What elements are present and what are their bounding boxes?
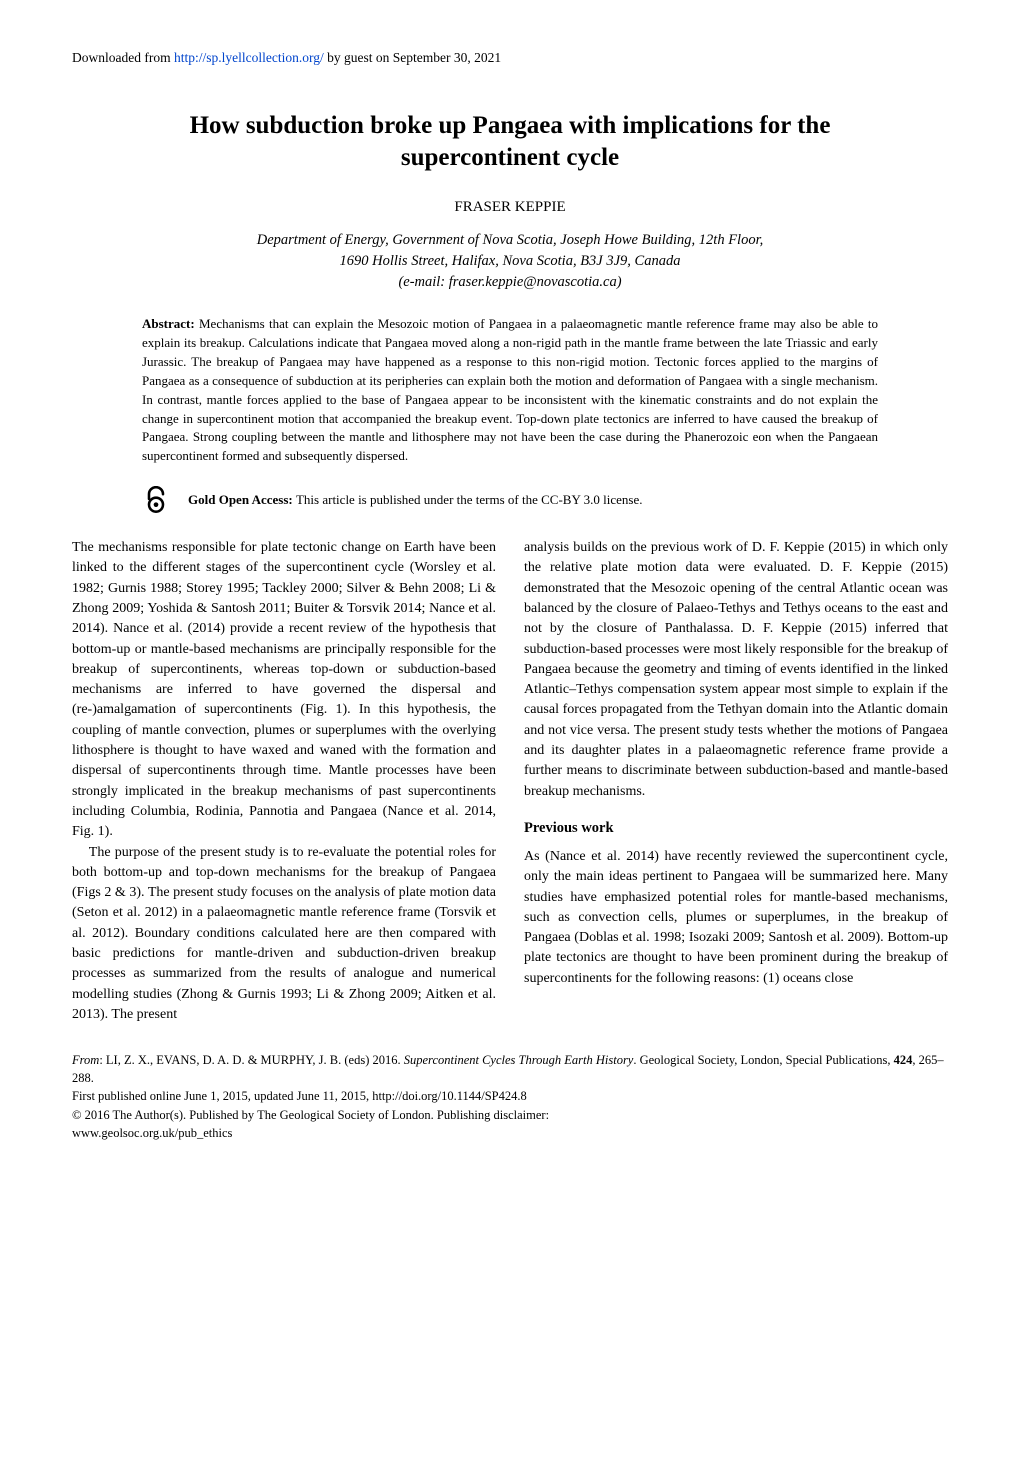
- abstract-text: Mechanisms that can explain the Mesozoic…: [142, 316, 878, 463]
- footer-from-line: From: LI, Z. X., EVANS, D. A. D. & MURPH…: [72, 1051, 948, 1087]
- affiliation-line-1: Department of Energy, Government of Nova…: [257, 232, 764, 248]
- col1-para-1: The mechanisms responsible for plate tec…: [72, 538, 496, 842]
- author-affiliation: Department of Energy, Government of Nova…: [150, 230, 870, 293]
- section-heading-previous-work: Previous work: [524, 818, 948, 839]
- body-columns: The mechanisms responsible for plate tec…: [72, 538, 948, 1025]
- footer-copyright: © 2016 The Author(s). Published by The G…: [72, 1106, 948, 1124]
- footer-first-published: First published online June 1, 2015, upd…: [72, 1087, 948, 1105]
- col1-para-2: The purpose of the present study is to r…: [72, 843, 496, 1026]
- footer-citation: From: LI, Z. X., EVANS, D. A. D. & MURPH…: [72, 1051, 948, 1142]
- download-prefix: Downloaded from: [72, 50, 174, 65]
- column-left: The mechanisms responsible for plate tec…: [72, 538, 496, 1025]
- gold-open-access-row: Gold Open Access: This article is publis…: [142, 486, 878, 514]
- col2-para-1: analysis builds on the previous work of …: [524, 538, 948, 802]
- footer-ethics-url: www.geolsoc.org.uk/pub_ethics: [72, 1124, 948, 1142]
- from-label: From: [72, 1053, 99, 1067]
- column-right: analysis builds on the previous work of …: [524, 538, 948, 1025]
- open-access-icon: [142, 486, 170, 514]
- gold-open-access-text: Gold Open Access: This article is publis…: [188, 491, 642, 510]
- abstract-block: Abstract: Mechanisms that can explain th…: [142, 315, 878, 466]
- volume-number: 424: [894, 1053, 913, 1067]
- col2-para-2: As (Nance et al. 2014) have recently rev…: [524, 847, 948, 989]
- series-line: . Geological Society, London, Special Pu…: [633, 1053, 893, 1067]
- download-url-link[interactable]: http://sp.lyellcollection.org/: [174, 50, 324, 65]
- from-text: : LI, Z. X., EVANS, D. A. D. & MURPHY, J…: [99, 1053, 403, 1067]
- gold-open-access-label: Gold Open Access:: [188, 492, 296, 507]
- affiliation-line-3: (e-mail: fraser.keppie@novascotia.ca): [398, 274, 621, 290]
- abstract-label: Abstract:: [142, 316, 199, 331]
- download-suffix: by guest on September 30, 2021: [324, 50, 501, 65]
- affiliation-line-2: 1690 Hollis Street, Halifax, Nova Scotia…: [340, 253, 681, 269]
- gold-open-access-body: This article is published under the term…: [296, 492, 642, 507]
- author-name: FRASER KEPPIE: [72, 197, 948, 219]
- download-header: Downloaded from http://sp.lyellcollectio…: [72, 48, 948, 68]
- article-title: How subduction broke up Pangaea with imp…: [130, 110, 890, 175]
- journal-title: Supercontinent Cycles Through Earth Hist…: [404, 1053, 634, 1067]
